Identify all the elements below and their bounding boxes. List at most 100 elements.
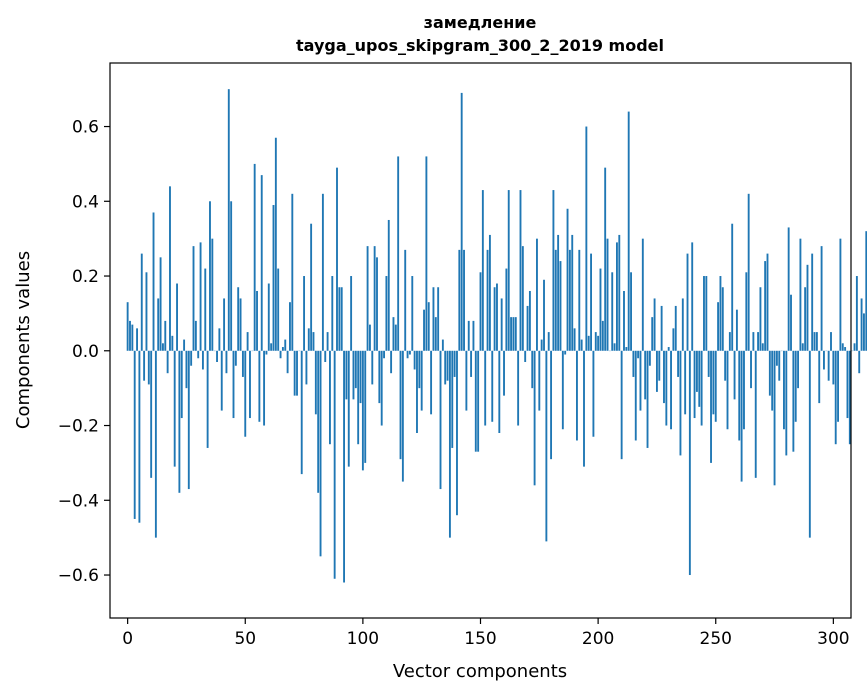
bar <box>359 350 362 404</box>
bar <box>561 350 564 430</box>
bar <box>256 290 258 351</box>
bar <box>531 350 534 389</box>
bar <box>350 276 353 351</box>
bar <box>218 328 221 351</box>
bar <box>241 350 244 377</box>
bar <box>199 242 202 351</box>
bar <box>413 350 416 370</box>
bar <box>658 350 661 381</box>
bar <box>684 350 687 415</box>
bar <box>465 350 468 411</box>
bar <box>521 246 524 351</box>
bar <box>272 205 275 351</box>
bar <box>717 302 720 351</box>
bar <box>573 328 576 351</box>
bar <box>460 92 463 351</box>
bar <box>731 223 734 351</box>
bar <box>486 249 489 351</box>
bar <box>171 335 174 351</box>
bar <box>147 350 150 385</box>
bar <box>860 298 863 351</box>
y-tick-label: −0.4 <box>58 491 99 511</box>
y-axis-label: Components values <box>13 251 34 429</box>
bar <box>587 335 590 351</box>
bar <box>618 234 621 351</box>
bar <box>634 350 637 441</box>
bar <box>260 175 263 351</box>
bar <box>253 163 256 351</box>
chart-subtitle: tayga_upos_skipgram_300_2_2019 model <box>296 36 664 55</box>
bar <box>265 350 268 355</box>
bar <box>578 249 581 351</box>
bar <box>401 350 404 482</box>
bar <box>837 350 839 422</box>
bar <box>735 309 738 351</box>
bar <box>467 320 470 351</box>
x-tick-label: 50 <box>234 629 256 649</box>
bar <box>858 350 861 374</box>
bar <box>448 350 451 538</box>
bar <box>390 350 393 374</box>
bar <box>564 350 567 355</box>
bar <box>336 167 338 351</box>
bar <box>321 193 324 351</box>
bar <box>750 350 752 389</box>
bar <box>764 261 767 351</box>
bar <box>597 335 600 351</box>
bar <box>369 324 371 351</box>
bar <box>853 343 856 351</box>
bar <box>761 343 764 351</box>
bar <box>230 201 233 351</box>
bar <box>143 350 146 381</box>
bar <box>209 201 211 351</box>
bar <box>648 350 651 366</box>
bar <box>517 350 520 426</box>
bar <box>728 332 731 351</box>
bar <box>552 190 555 351</box>
bar <box>244 350 247 437</box>
bar <box>660 305 663 351</box>
bar <box>695 350 698 392</box>
bar <box>129 320 131 351</box>
bar <box>773 350 776 486</box>
bar <box>270 343 273 351</box>
bar <box>841 343 844 351</box>
bar <box>721 287 724 351</box>
bar <box>585 126 588 351</box>
bar <box>484 350 487 426</box>
bar <box>392 317 395 351</box>
bar <box>180 350 183 419</box>
bar <box>425 156 428 351</box>
bar <box>225 350 228 374</box>
bar <box>183 339 186 351</box>
bar <box>528 290 531 351</box>
bar <box>514 317 517 351</box>
bar <box>281 347 284 351</box>
bar <box>601 320 604 351</box>
bar <box>815 332 818 351</box>
bar <box>263 350 266 426</box>
bar <box>326 332 329 351</box>
y-axis-ticks: −0.6 −0.4 −0.2 0.0 0.2 0.4 0.6 <box>58 118 110 586</box>
bar <box>150 350 153 478</box>
bar <box>507 190 510 351</box>
bar <box>408 350 411 355</box>
bar <box>347 350 350 467</box>
bar <box>855 276 858 351</box>
bar <box>361 350 364 471</box>
bar <box>616 242 618 351</box>
bar <box>663 350 665 404</box>
bar <box>169 186 171 351</box>
bar <box>599 268 602 351</box>
bar <box>524 350 527 362</box>
bar <box>376 257 378 351</box>
bar <box>437 287 440 351</box>
bar <box>592 350 595 437</box>
bar <box>176 283 178 351</box>
bar <box>620 350 623 460</box>
bar <box>258 350 261 422</box>
bar <box>799 238 802 351</box>
bar <box>827 350 830 381</box>
bar <box>345 350 348 400</box>
bar <box>305 350 308 385</box>
